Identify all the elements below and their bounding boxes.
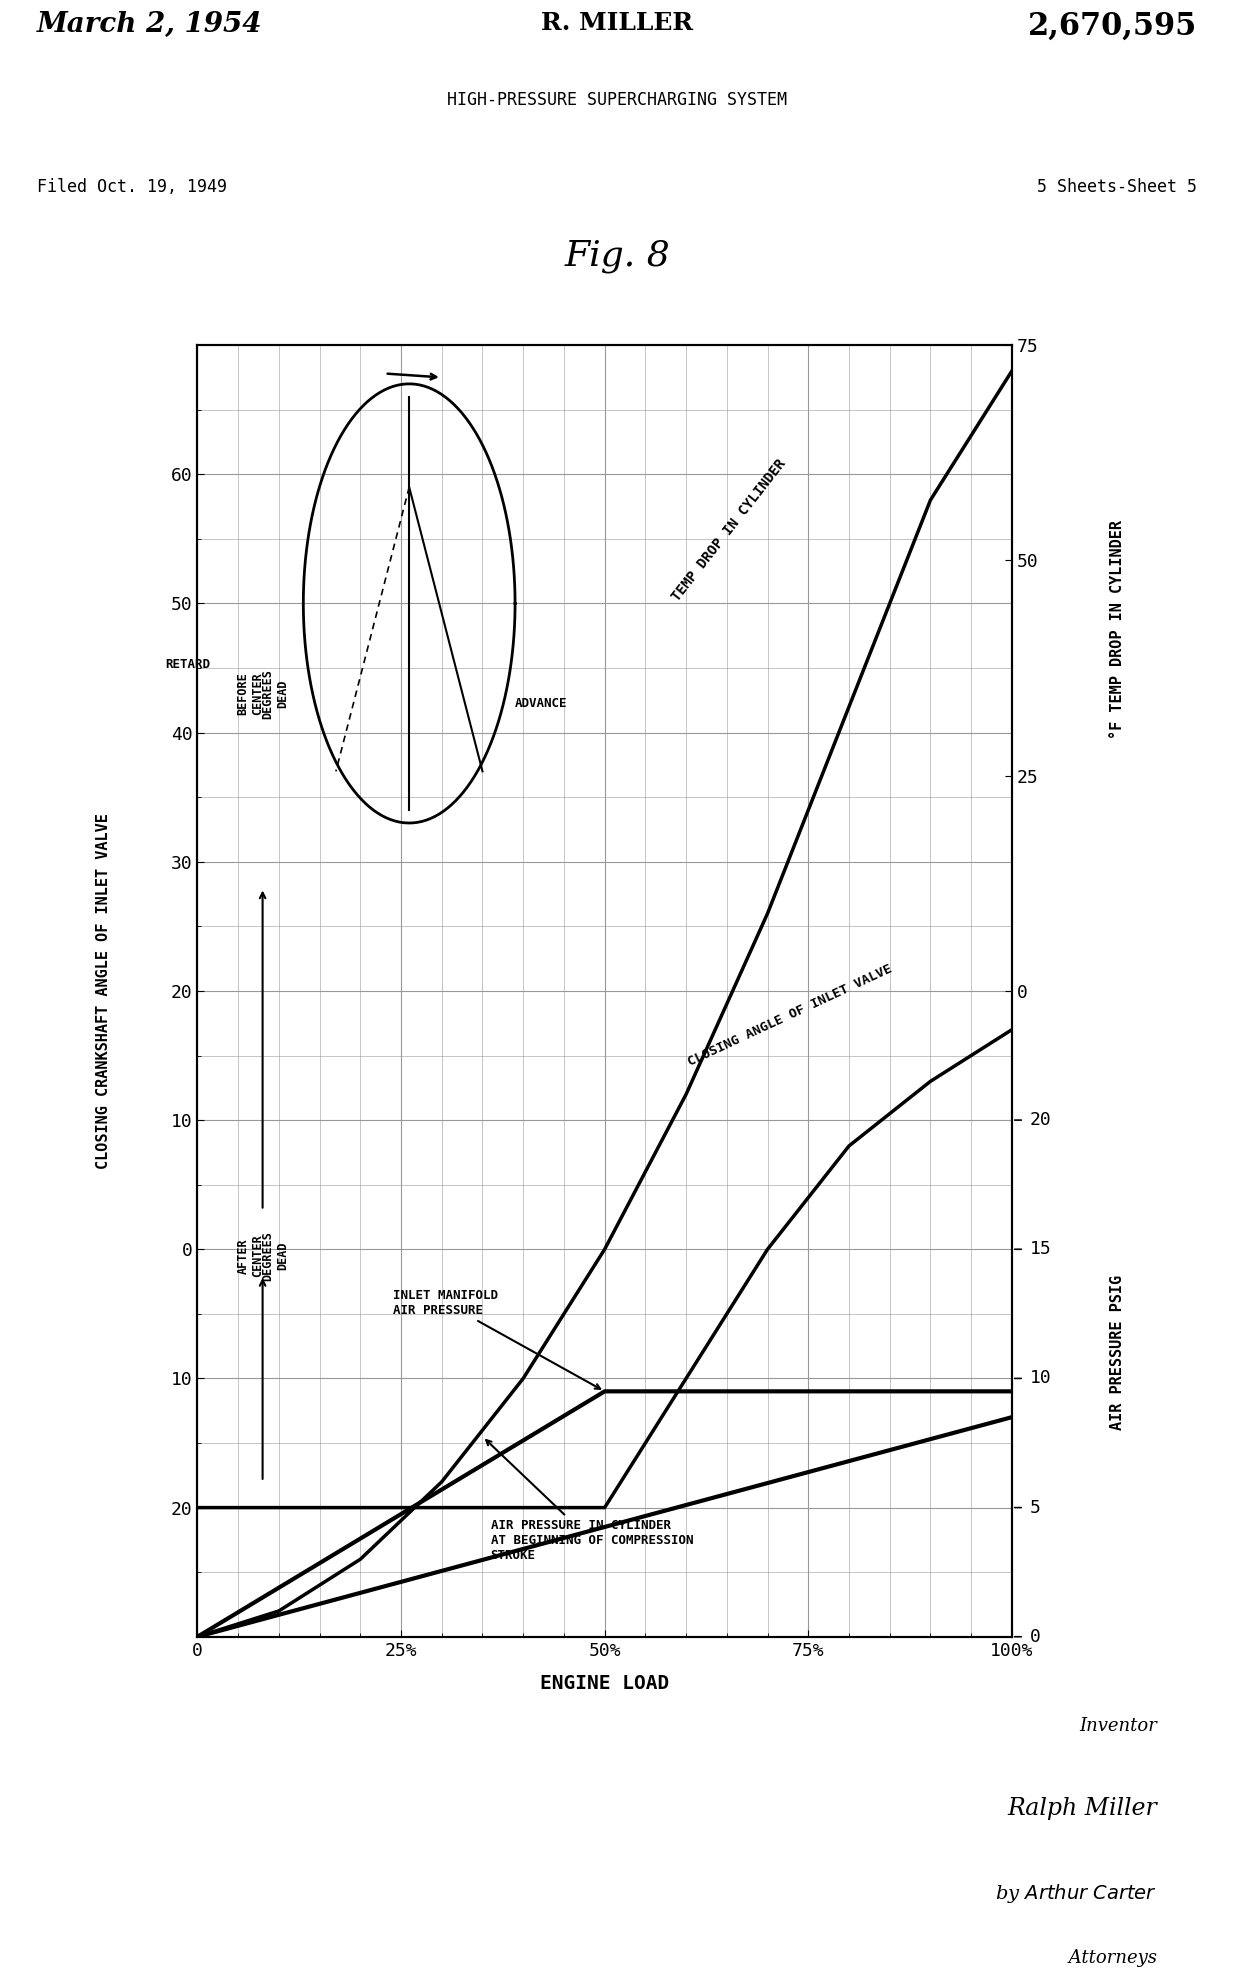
Text: HIGH-PRESSURE SUPERCHARGING SYSTEM: HIGH-PRESSURE SUPERCHARGING SYSTEM [447, 91, 787, 108]
Text: INLET MANIFOLD
AIR PRESSURE: INLET MANIFOLD AIR PRESSURE [392, 1290, 600, 1388]
X-axis label: ENGINE LOAD: ENGINE LOAD [540, 1674, 669, 1692]
Text: 2,670,595: 2,670,595 [1028, 12, 1197, 41]
Text: CLOSING CRANKSHAFT ANGLE OF INLET VALVE: CLOSING CRANKSHAFT ANGLE OF INLET VALVE [96, 812, 111, 1169]
Text: 5: 5 [1030, 1499, 1040, 1516]
Text: Filed Oct. 19, 1949: Filed Oct. 19, 1949 [37, 177, 227, 195]
Text: Inventor: Inventor [1079, 1718, 1157, 1735]
Text: °F TEMP DROP IN CYLINDER: °F TEMP DROP IN CYLINDER [1111, 521, 1125, 740]
Text: CLOSING ANGLE OF INLET VALVE: CLOSING ANGLE OF INLET VALVE [686, 962, 895, 1069]
Text: 20: 20 [1030, 1110, 1051, 1130]
Text: TEMP DROP IN CYLINDER: TEMP DROP IN CYLINDER [670, 456, 789, 603]
Text: 0: 0 [1030, 1627, 1040, 1647]
Text: 15: 15 [1030, 1240, 1051, 1258]
Text: AFTER
CENTER: AFTER CENTER [237, 1234, 264, 1278]
Text: Ralph Miller: Ralph Miller [1007, 1796, 1157, 1820]
Text: 5 Sheets-Sheet 5: 5 Sheets-Sheet 5 [1037, 177, 1197, 195]
Text: DEGREES
DEAD: DEGREES DEAD [260, 1231, 289, 1280]
Text: 10: 10 [1030, 1369, 1051, 1388]
Text: BEFORE
CENTER: BEFORE CENTER [237, 672, 264, 716]
Text: Attorneys: Attorneys [1040, 1948, 1157, 1966]
Text: by $\it{Arthur}$ $\it{Carter}$: by $\it{Arthur}$ $\it{Carter}$ [995, 1881, 1157, 1905]
Text: Fig. 8: Fig. 8 [564, 239, 670, 274]
Text: RETARD: RETARD [165, 659, 210, 670]
Text: R. MILLER: R. MILLER [540, 12, 694, 35]
Text: DEGREES
DEAD: DEGREES DEAD [260, 669, 289, 718]
Text: March 2, 1954: March 2, 1954 [37, 12, 263, 37]
Text: AIR PRESSURE PSIG: AIR PRESSURE PSIG [1111, 1276, 1125, 1430]
Text: AIR PRESSURE IN CYLINDER
AT BEGINNING OF COMPRESSION
STROKE: AIR PRESSURE IN CYLINDER AT BEGINNING OF… [486, 1440, 694, 1562]
Text: ADVANCE: ADVANCE [515, 696, 568, 710]
